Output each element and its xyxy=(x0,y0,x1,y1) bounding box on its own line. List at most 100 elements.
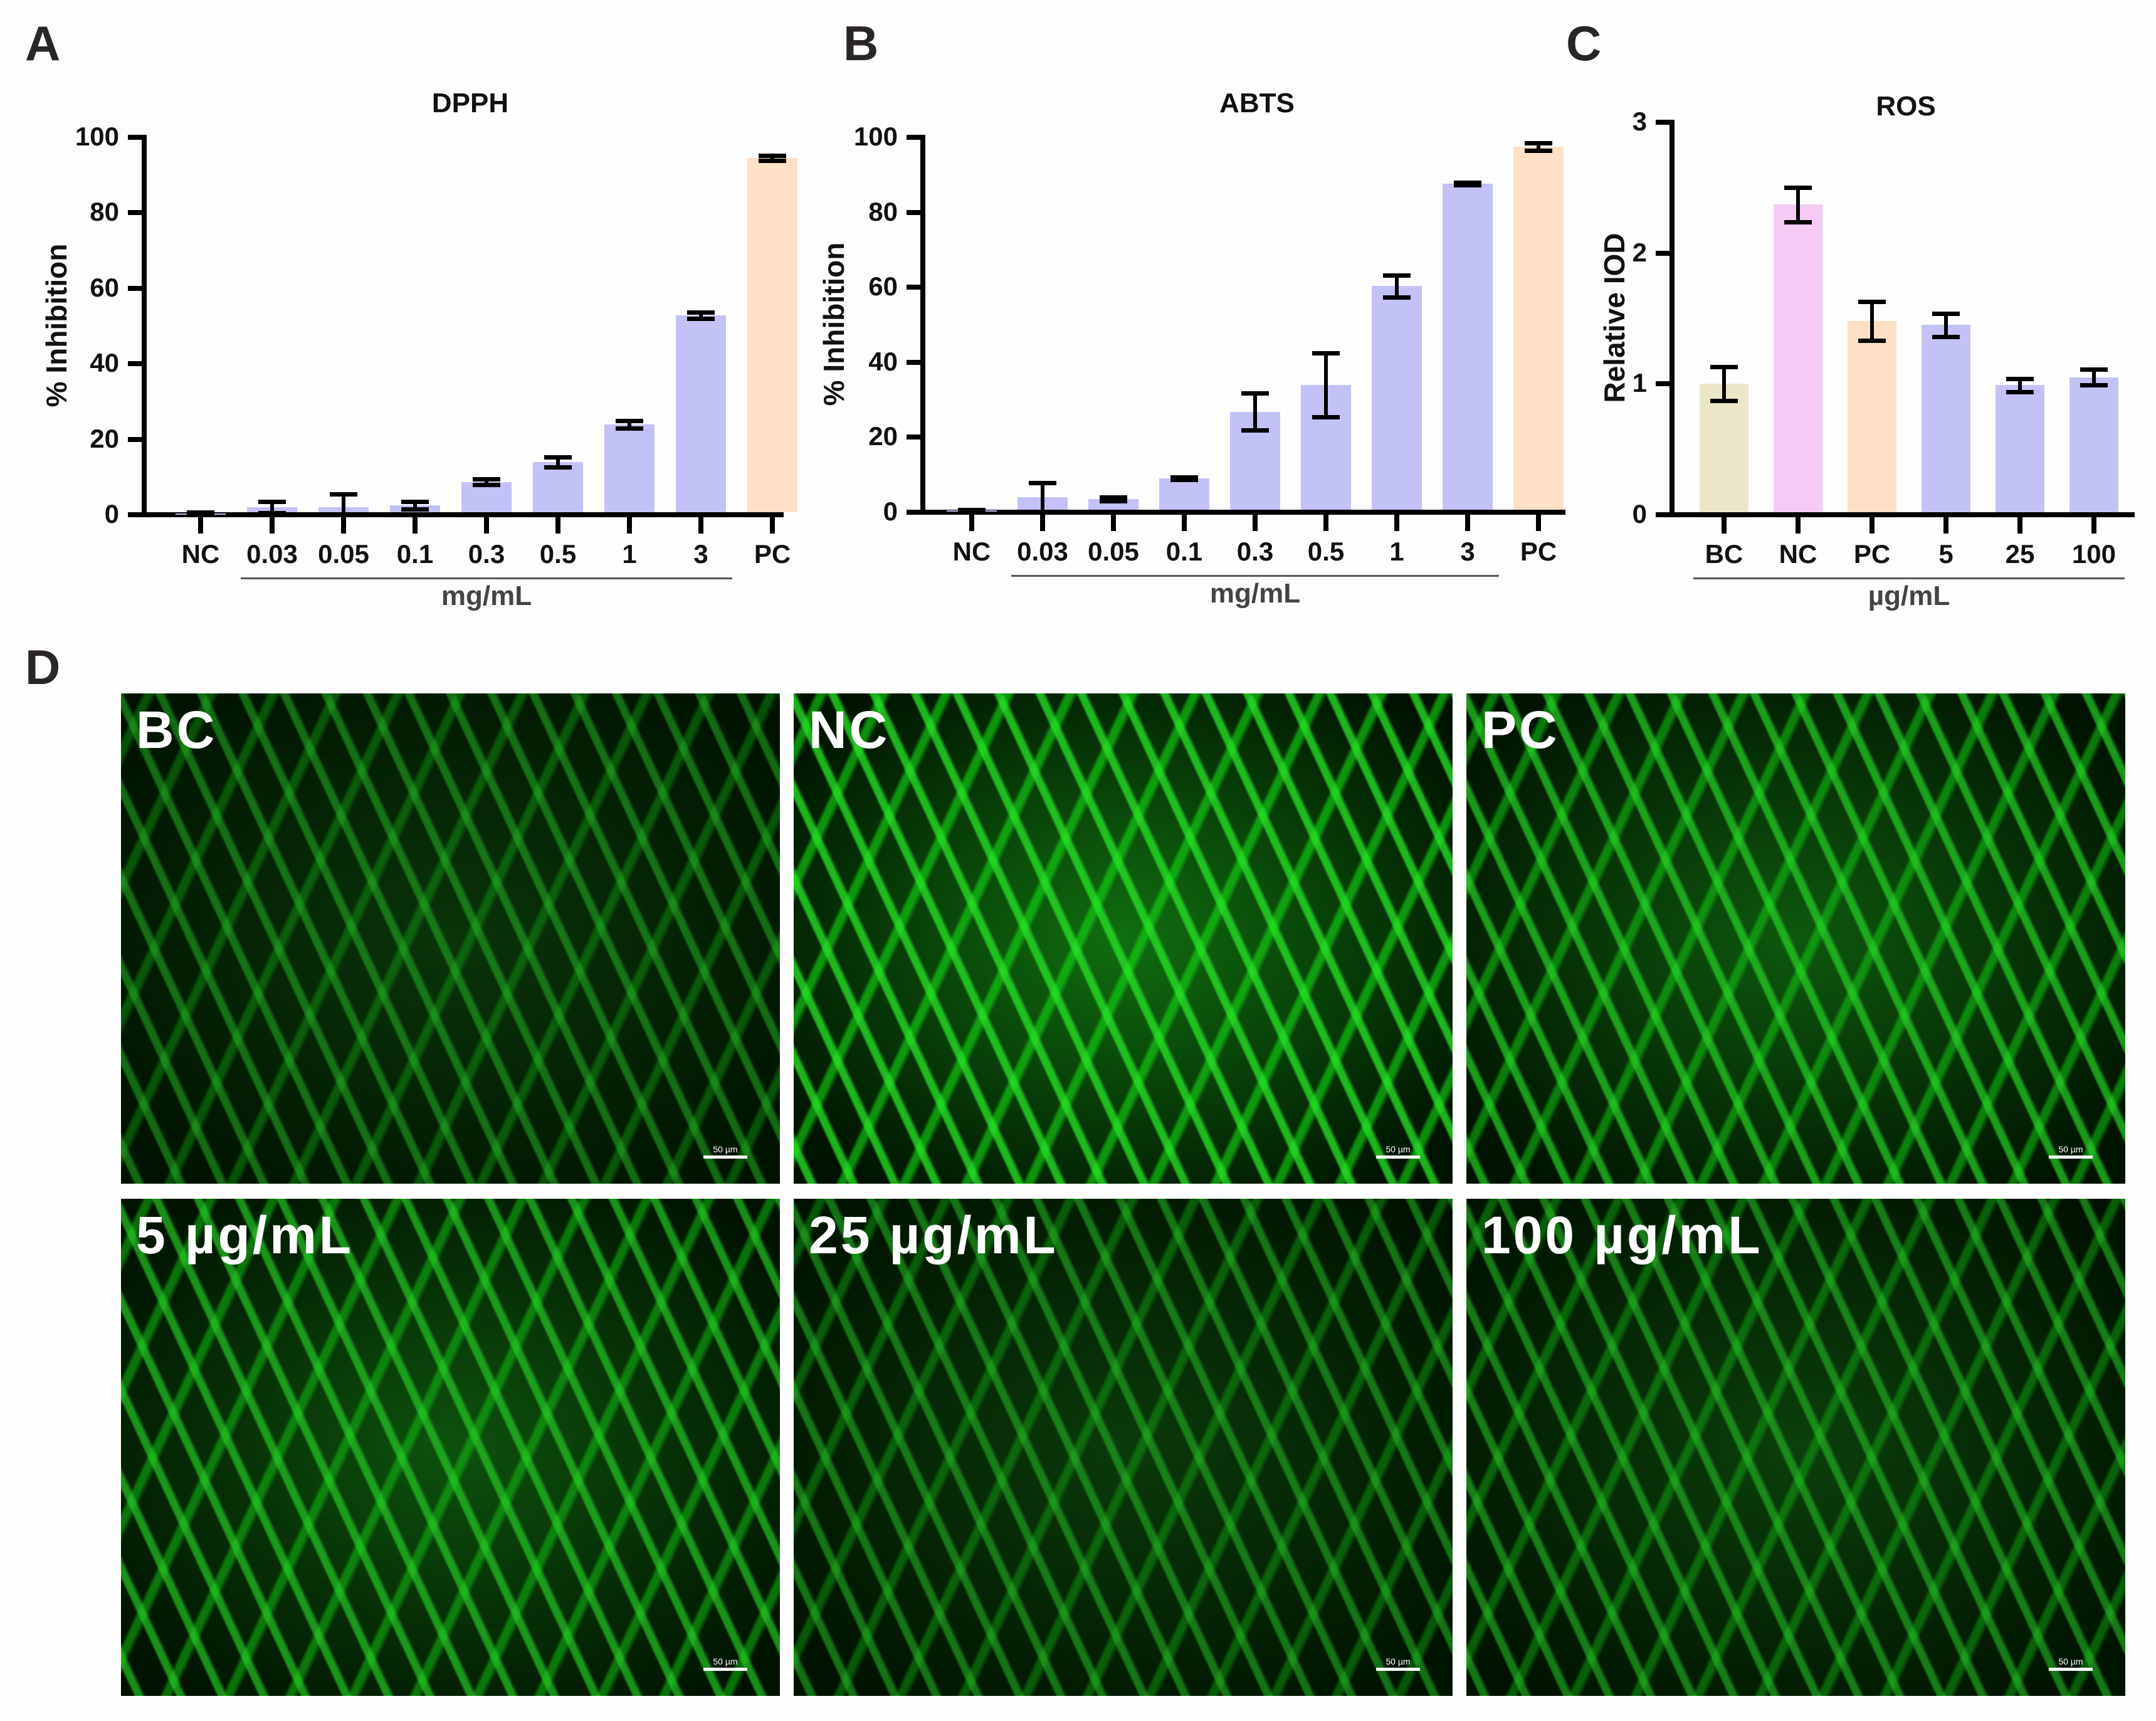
x-tick-label: 1 xyxy=(1389,537,1404,566)
error-cap-lower xyxy=(187,513,214,517)
y-tick-label: 0 xyxy=(104,499,119,529)
bar-NC xyxy=(1774,204,1822,512)
cell-texture xyxy=(794,1199,1453,1696)
y-tick-label: 3 xyxy=(1632,107,1647,136)
y-tick xyxy=(128,436,144,442)
y-tick-label: 80 xyxy=(90,197,119,227)
error-cap-lower xyxy=(473,483,500,488)
error-bar xyxy=(1395,275,1399,297)
x-tick xyxy=(627,516,632,534)
bar-3 xyxy=(676,315,726,512)
y-tick-label: 2 xyxy=(1632,237,1647,267)
cell-texture xyxy=(1466,693,2125,1184)
x-tick-label: NC xyxy=(1779,539,1817,569)
y-tick-label: 80 xyxy=(868,196,898,226)
abts-chart: ABTS% Inhibition 0 20 40 60 80 100 NC 0.03 0.05 0.… xyxy=(0,0,1567,627)
x-tick xyxy=(484,516,489,534)
y-tick-label: 20 xyxy=(868,421,898,451)
bar-25 xyxy=(1996,385,2044,512)
y-tick xyxy=(128,285,144,291)
x-axis xyxy=(908,510,1565,515)
x-tick xyxy=(341,516,346,534)
error-bar xyxy=(1870,301,1874,341)
x-tick xyxy=(1796,516,1801,534)
panel-letter-d: D xyxy=(25,639,61,695)
error-bar xyxy=(1041,483,1044,512)
error-cap-lower xyxy=(544,465,572,470)
scale-bar: 50 µm xyxy=(2049,1144,2093,1159)
fluorescence-image-bc: BC 50 µm xyxy=(121,693,780,1184)
y-tick-label: 0 xyxy=(883,497,898,526)
error-cap-lower xyxy=(1383,295,1411,300)
y-tick xyxy=(907,359,923,365)
y-tick-label: 40 xyxy=(90,348,119,378)
x-tick xyxy=(1111,513,1116,531)
x-tick-label: 1 xyxy=(622,539,637,569)
group-bracket-line xyxy=(241,577,732,579)
error-cap-upper xyxy=(616,418,643,423)
x-tick xyxy=(1253,513,1258,531)
unit-label: µg/mL xyxy=(1868,581,1950,611)
x-tick-label: 0.1 xyxy=(396,539,434,569)
error-bar xyxy=(342,493,345,515)
x-tick xyxy=(555,516,560,534)
error-cap-lower xyxy=(2006,389,2034,394)
x-tick xyxy=(969,513,974,531)
error-cap-upper xyxy=(1710,365,1738,370)
error-cap-lower xyxy=(1454,182,1481,187)
error-bar xyxy=(485,478,488,485)
bar-PC xyxy=(747,158,797,512)
error-cap-upper xyxy=(1312,350,1340,355)
error-cap-upper xyxy=(258,499,286,504)
y-tick xyxy=(128,512,144,517)
panel-letter-b: B xyxy=(843,16,879,71)
ros-chart: ROS Relative IOD 0 1 2 3 BC NC PC 5 25 100 µg/mL xyxy=(0,0,2156,627)
fluorescence-image-100--g-ml: 100 µg/mL 50 µm xyxy=(1466,1199,2125,1696)
x-tick-label: PC xyxy=(1853,539,1891,569)
bar-0_5 xyxy=(533,461,583,512)
error-cap-upper xyxy=(401,499,429,504)
scale-bar: 50 µm xyxy=(703,1656,747,1671)
x-tick xyxy=(1323,513,1328,531)
error-cap-lower xyxy=(958,509,986,514)
y-tick xyxy=(128,361,144,367)
y-tick xyxy=(907,510,923,515)
bar-BC xyxy=(1700,384,1748,512)
x-tick xyxy=(198,516,203,534)
x-tick xyxy=(698,516,703,534)
error-bar xyxy=(1537,142,1540,150)
fluorescence-image-nc: NC 50 µm xyxy=(794,693,1453,1184)
scale-bar-label: 50 µm xyxy=(2058,1144,2083,1154)
error-cap-lower xyxy=(1241,428,1269,433)
y-tick-label: 60 xyxy=(868,271,898,302)
x-tick xyxy=(1722,516,1727,534)
error-cap-upper xyxy=(2006,376,2034,381)
error-bar xyxy=(2018,378,2022,392)
y-tick xyxy=(907,434,923,440)
y-tick xyxy=(907,285,923,290)
bar-100 xyxy=(2069,377,2118,512)
error-cap-upper xyxy=(330,492,357,497)
scale-bar-line xyxy=(2049,1155,2093,1159)
fluorescence-image-25--g-ml: 25 µg/mL 50 µm xyxy=(794,1199,1453,1696)
x-tick-label: 3 xyxy=(1460,537,1475,566)
error-cap-lower xyxy=(1029,509,1056,514)
error-bar xyxy=(556,456,560,467)
scale-bar: 50 µm xyxy=(2049,1656,2093,1671)
unit-label: mg/mL xyxy=(441,581,532,611)
scale-bar-label: 50 µm xyxy=(1386,1656,1411,1666)
x-tick xyxy=(2091,516,2096,534)
error-cap-lower xyxy=(759,158,786,163)
x-tick-label: 0.05 xyxy=(1088,537,1139,566)
x-tick xyxy=(1465,513,1470,531)
image-label: 5 µg/mL xyxy=(136,1206,354,1265)
x-tick xyxy=(1536,513,1541,531)
error-cap-lower xyxy=(401,507,429,512)
x-tick-label: 0.1 xyxy=(1165,537,1203,566)
error-cap-upper xyxy=(473,476,500,482)
y-tick-label: 40 xyxy=(868,346,898,376)
fluorescence-image-pc: PC 50 µm xyxy=(1466,693,2125,1184)
group-bracket-line xyxy=(1011,575,1499,577)
image-label: 25 µg/mL xyxy=(809,1206,1058,1265)
error-cap-lower xyxy=(1312,414,1340,419)
